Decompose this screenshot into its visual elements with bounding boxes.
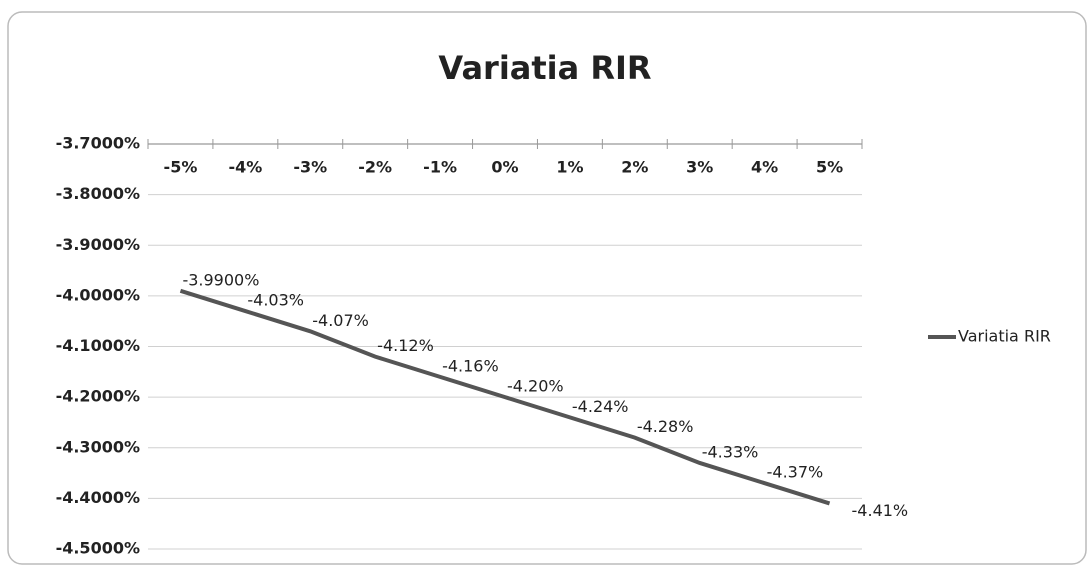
x-tick-label: -5%	[164, 158, 198, 177]
chart-border	[7, 11, 1087, 565]
data-label: -4.41%	[852, 501, 909, 520]
y-tick-label: -4.4000%	[56, 488, 140, 507]
data-label: -3.9900%	[182, 270, 259, 289]
x-tick-label: -3%	[293, 158, 327, 177]
y-tick-label: -4.2000%	[56, 387, 140, 406]
x-tick-label: 3%	[686, 158, 713, 177]
chart-title: Variatia RIR	[438, 49, 651, 87]
data-label: -4.24%	[572, 397, 629, 416]
x-tick-label: 1%	[556, 158, 583, 177]
y-tick-label: -4.5000%	[56, 539, 140, 558]
x-tick-label: 5%	[816, 158, 843, 177]
data-label: -4.03%	[247, 291, 304, 310]
x-tick-label: 2%	[621, 158, 648, 177]
y-tick-label: -4.0000%	[56, 285, 140, 304]
data-label: -4.16%	[442, 356, 499, 375]
y-tick-label: -3.9000%	[56, 235, 140, 254]
legend-label: Variatia RIR	[958, 327, 1051, 346]
data-label: -4.28%	[637, 417, 694, 436]
data-label: -4.20%	[507, 377, 564, 396]
x-tick-label: -1%	[423, 158, 457, 177]
data-label: -4.37%	[767, 463, 824, 482]
series-line	[179, 288, 831, 506]
x-tick-label: 4%	[751, 158, 778, 177]
y-tick-label: -4.3000%	[56, 437, 140, 456]
data-label: -4.07%	[312, 311, 369, 330]
data-label: -4.12%	[377, 336, 434, 355]
x-tick-label: -4%	[228, 158, 262, 177]
data-label: -4.33%	[702, 442, 759, 461]
y-tick-label: -4.1000%	[56, 336, 140, 355]
y-tick-label: -3.7000%	[56, 134, 140, 153]
y-tick-label: -3.8000%	[56, 184, 140, 203]
x-tick-label: 0%	[491, 158, 518, 177]
x-tick-label: -2%	[358, 158, 392, 177]
